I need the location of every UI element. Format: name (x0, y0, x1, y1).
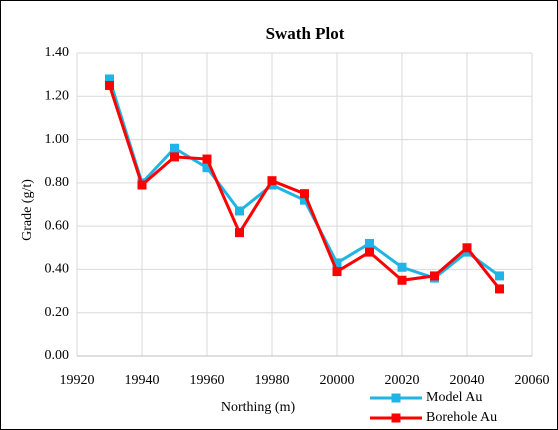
marker (137, 180, 147, 190)
y-tick-label: 1.40 (45, 45, 70, 60)
marker (430, 271, 439, 281)
y-axis-label: Grade (g/t) (20, 179, 35, 241)
marker (300, 189, 309, 199)
marker (365, 247, 374, 257)
marker (267, 176, 277, 186)
marker (170, 143, 179, 153)
marker (495, 271, 504, 281)
y-tick-label: 0.80 (45, 175, 70, 190)
marker (202, 154, 212, 164)
legend-marker (391, 413, 401, 423)
marker (462, 243, 472, 253)
x-tick-label: 19940 (125, 373, 160, 388)
marker (235, 228, 244, 238)
x-tick-label: 20020 (385, 373, 420, 388)
chart-title: Swath Plot (266, 24, 345, 43)
marker (170, 152, 179, 162)
x-axis-label: Northing (m) (221, 400, 296, 415)
legend-marker (391, 393, 401, 403)
marker (332, 258, 342, 268)
marker (495, 284, 504, 294)
marker (235, 206, 244, 216)
marker (397, 262, 407, 272)
marker (105, 74, 114, 84)
x-tick-label: 19960 (190, 373, 225, 388)
marker (300, 195, 309, 205)
y-tick-label: 0.00 (45, 348, 70, 363)
marker (332, 267, 342, 277)
marker (202, 163, 212, 173)
x-tick-label: 20000 (320, 373, 355, 388)
legend-label: Model Au (426, 390, 482, 405)
marker (105, 80, 114, 90)
y-tick-label: 0.60 (45, 218, 70, 233)
x-tick-label: 20040 (450, 373, 485, 388)
x-tick-label: 19920 (60, 373, 95, 388)
marker (397, 275, 407, 285)
legend-label: Borehole Au (426, 410, 497, 425)
x-tick-label: 19980 (255, 373, 290, 388)
y-tick-label: 1.00 (45, 132, 70, 147)
x-tick-label: 20060 (515, 373, 550, 388)
y-tick-label: 1.20 (45, 89, 70, 104)
y-tick-label: 0.40 (45, 262, 70, 277)
marker (365, 238, 374, 248)
y-tick-label: 0.20 (45, 305, 70, 320)
